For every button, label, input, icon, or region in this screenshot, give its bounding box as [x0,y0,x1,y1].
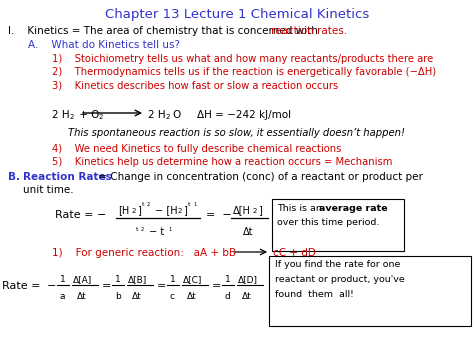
Text: 2: 2 [99,114,103,120]
Text: 2: 2 [70,114,74,120]
Text: A.    What do Kinetics tell us?: A. What do Kinetics tell us? [28,40,180,50]
Text: + O: + O [76,110,100,120]
Text: Δt: Δt [187,292,197,301]
Text: =: = [212,281,221,291]
Text: − t: − t [146,227,164,237]
Text: =: = [157,281,166,291]
Text: = −: = − [102,281,124,291]
Text: reaction rates.: reaction rates. [271,26,347,36]
Text: If you find the rate for one: If you find the rate for one [275,260,401,269]
Text: [H: [H [118,205,129,215]
Text: unit time.: unit time. [23,185,73,195]
Text: 2: 2 [166,114,170,120]
Text: d: d [225,292,231,301]
Text: − [H: − [H [152,205,178,215]
Text: 1: 1 [193,202,196,207]
Text: Chapter 13 Lecture 1 Chemical Kinetics: Chapter 13 Lecture 1 Chemical Kinetics [105,8,369,21]
Text: 1: 1 [168,227,172,232]
Text: This is an: This is an [277,204,325,213]
Text: O: O [172,110,180,120]
FancyBboxPatch shape [269,256,471,326]
Text: This spontaneous reaction is so slow, it essentially doesn’t happen!: This spontaneous reaction is so slow, it… [68,128,405,138]
Text: 2: 2 [132,208,137,214]
Text: 1: 1 [170,275,176,284]
Text: 3)    Kinetics describes how fast or slow a reaction occurs: 3) Kinetics describes how fast or slow a… [52,80,338,90]
Text: ]: ] [258,205,262,215]
Text: 2: 2 [147,202,150,207]
Text: b: b [115,292,121,301]
Text: average rate: average rate [319,204,388,213]
Text: 2)    Thermodynamics tells us if the reaction is energetically favorable (−ΔH): 2) Thermodynamics tells us if the reacti… [52,67,436,77]
Text: 1)    For generic reaction:   aA + bB: 1) For generic reaction: aA + bB [52,248,236,258]
Text: 5)    Kinetics help us determine how a reaction occurs = Mechanism: 5) Kinetics help us determine how a reac… [52,157,392,167]
Text: 2: 2 [253,208,257,214]
Text: 2: 2 [178,208,182,214]
Text: Δt: Δt [132,292,142,301]
Text: ]: ] [137,205,141,215]
Text: t: t [188,202,191,207]
Text: 1: 1 [115,275,121,284]
Text: 2 H: 2 H [148,110,165,120]
Text: over this time period.: over this time period. [277,218,379,227]
Text: 1: 1 [225,275,231,284]
Text: −: − [47,281,56,291]
Text: cC + dD: cC + dD [273,248,316,258]
Text: Rate = −: Rate = − [55,210,106,220]
Text: 1)    Stoichiometry tells us what and how many reactants/products there are: 1) Stoichiometry tells us what and how m… [52,54,433,64]
Text: Δ[D]: Δ[D] [238,275,258,284]
Text: found  them  all!: found them all! [275,290,354,299]
Text: 2 H: 2 H [52,110,70,120]
Text: Δ[A]: Δ[A] [73,275,92,284]
Text: 4)    We need Kinetics to fully describe chemical reactions: 4) We need Kinetics to fully describe ch… [52,144,341,154]
Text: reactant or product, you've: reactant or product, you've [275,275,405,284]
Text: Δ[B]: Δ[B] [128,275,147,284]
Text: Δt: Δt [243,227,254,237]
Text: = Change in concentration (conc) of a reactant or product per: = Change in concentration (conc) of a re… [95,172,423,182]
Text: 2: 2 [141,227,145,232]
Text: ΔH = −242 kJ/mol: ΔH = −242 kJ/mol [184,110,291,120]
Text: t: t [142,202,145,207]
FancyBboxPatch shape [272,199,404,251]
Text: Δt: Δt [242,292,252,301]
Text: c: c [170,292,175,301]
Text: Δ[H: Δ[H [233,205,251,215]
Text: Δ[C]: Δ[C] [183,275,202,284]
Text: a: a [60,292,65,301]
Text: Rate =: Rate = [2,281,44,291]
Text: Δt: Δt [77,292,87,301]
Text: Reaction Rates: Reaction Rates [23,172,112,182]
Text: ]: ] [183,205,187,215]
Text: I.    Kinetics = The area of chemistry that is concerned with: I. Kinetics = The area of chemistry that… [8,26,321,36]
Text: 1: 1 [60,275,66,284]
Text: B.: B. [8,172,20,182]
Text: =  −: = − [206,210,232,220]
Text: t: t [136,227,138,232]
